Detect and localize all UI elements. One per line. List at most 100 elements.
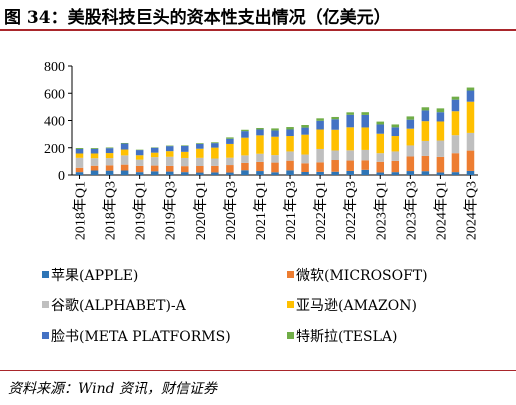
bar-segment-2021Q2-s0 (271, 172, 279, 175)
bar-segment-2024Q1-s4 (436, 112, 445, 122)
bar-segment-2021Q2-s2 (271, 155, 279, 163)
bar-segment-2024Q1-s0 (436, 172, 445, 175)
bar-segment-2018Q4-s3 (120, 149, 129, 156)
bar-segment-2024Q2-s1 (451, 153, 460, 173)
bar-segment-2024Q2-s2 (451, 135, 460, 154)
bar-segment-2020Q4-s2 (241, 155, 249, 163)
x-tick-label: 2018年Q1 (73, 181, 89, 240)
bar-segment-2021Q1-s5 (256, 127, 264, 130)
y-tick-label: 600 (44, 87, 65, 102)
capex-stacked-bar-chart: 0 200 400 600 800 2018年Q1 2018年Q3 2019年Q1 2019年… (42, 60, 479, 345)
bar-segment-2020Q1-s2 (196, 157, 204, 166)
bar-segment-2023Q3-s4 (406, 119, 415, 129)
bar-segment-2019Q3-s5 (165, 145, 174, 147)
bar-segment-2019Q2-s3 (150, 152, 159, 158)
x-tick-label: 2018年Q3 (103, 181, 119, 240)
bar-segment-2023Q4-s2 (421, 140, 430, 156)
bar-segment-2022Q2-s3 (331, 129, 339, 151)
bar-segment-2020Q1-s3 (196, 148, 204, 158)
bar-segment-2020Q2-s2 (211, 158, 219, 166)
bar-segment-2021Q4-s0 (301, 172, 309, 175)
bar-segment-2022Q1-s2 (316, 148, 324, 163)
bar-segment-2021Q4-s4 (301, 127, 309, 135)
bar-segment-2021Q1-s4 (256, 129, 264, 136)
bar-segment-2018Q1-s5 (75, 148, 84, 149)
bar-segment-2020Q3-s5 (226, 137, 234, 139)
bar-segment-2019Q4-s2 (181, 157, 189, 167)
bar-segment-2018Q3-s4 (105, 148, 114, 154)
bar-segment-2021Q4-s5 (301, 125, 309, 128)
legend-swatch (287, 271, 294, 278)
bar-segment-2022Q3-s4 (346, 114, 354, 128)
bar-segment-2024Q3-s0 (466, 170, 475, 175)
bar-segment-2021Q3-s1 (286, 160, 294, 171)
bar-segment-2023Q1-s3 (376, 133, 385, 154)
bar-segment-2018Q1-s1 (75, 167, 84, 173)
x-tick-label: 2019年Q1 (133, 181, 149, 240)
bar-segment-2021Q1-s1 (256, 161, 264, 172)
bar-segment-2020Q4-s1 (241, 162, 249, 171)
legend-label: 亚马逊(AMAZON) (296, 298, 417, 314)
x-tick-label: 2023年Q3 (403, 181, 419, 240)
bar-segment-2022Q4-s5 (361, 112, 369, 115)
bar-segment-2022Q4-s1 (361, 160, 369, 170)
bar-segment-2023Q3-s3 (406, 128, 415, 146)
bar-segment-2022Q2-s0 (331, 171, 339, 175)
legend-label: 微软(MICROSOFT) (296, 268, 428, 284)
bar-segment-2024Q1-s3 (436, 121, 445, 141)
bar-segment-2018Q3-s1 (105, 165, 114, 171)
bar-segment-2018Q4-s1 (120, 164, 129, 171)
y-tick-label: 0 (58, 169, 65, 184)
bar-segment-2020Q3-s0 (226, 172, 234, 175)
chart-bars (75, 87, 475, 175)
bar-segment-2022Q4-s4 (361, 114, 369, 128)
bar-segment-2018Q3-s2 (105, 158, 114, 166)
bar-segment-2023Q1-s0 (376, 172, 385, 175)
bar-segment-2024Q3-s1 (466, 150, 475, 171)
bar-segment-2023Q1-s2 (376, 153, 385, 162)
bar-segment-2023Q3-s5 (406, 116, 415, 120)
x-tick-label: 2022年Q1 (313, 181, 329, 240)
bar-segment-2023Q3-s1 (406, 156, 415, 172)
bar-segment-2023Q2-s5 (391, 124, 400, 128)
bar-segment-2021Q2-s5 (271, 128, 279, 131)
bar-segment-2020Q4-s0 (241, 170, 249, 175)
bar-segment-2023Q2-s4 (391, 127, 400, 137)
bar-segment-2021Q2-s3 (271, 136, 279, 156)
bar-segment-2024Q2-s3 (451, 111, 460, 136)
x-tick-label: 2022年Q3 (343, 181, 359, 240)
bar-segment-2020Q1-s4 (196, 143, 204, 149)
bar-segment-2019Q1-s1 (135, 165, 144, 173)
bar-segment-2019Q4-s1 (181, 166, 189, 173)
bar-segment-2022Q1-s4 (316, 120, 324, 130)
bar-segment-2021Q1-s2 (256, 153, 264, 162)
bar-segment-2022Q3-s2 (346, 150, 354, 161)
bar-segment-2020Q3-s1 (226, 165, 234, 173)
bar-segment-2022Q3-s3 (346, 127, 354, 151)
bar-segment-2018Q4-s2 (120, 155, 129, 165)
x-tick-label: 2024年Q1 (433, 181, 449, 240)
x-tick-label: 2020年Q1 (193, 181, 209, 240)
bar-segment-2020Q2-s5 (211, 142, 219, 144)
bar-segment-2018Q1-s2 (75, 157, 84, 168)
bar-segment-2020Q2-s1 (211, 165, 219, 173)
source-note: 资料来源：Wind 资讯，财信证券 (8, 381, 218, 397)
bar-segment-2020Q2-s0 (211, 172, 219, 175)
bar-segment-2019Q1-s3 (135, 155, 144, 160)
bar-segment-2021Q4-s2 (301, 154, 309, 164)
bar-segment-2019Q2-s0 (150, 171, 159, 175)
x-tick-label: 2019年Q3 (163, 181, 179, 240)
legend-swatch (42, 271, 49, 278)
y-tick-label: 400 (44, 115, 65, 130)
bar-segment-2024Q3-s5 (466, 87, 475, 91)
bar-segment-2021Q2-s4 (271, 130, 279, 137)
legend-label: 脸书(META PLATFORMS) (51, 329, 231, 345)
bar-segment-2023Q2-s2 (391, 151, 400, 161)
bar-segment-2023Q4-s1 (421, 155, 430, 172)
y-tick-label: 800 (44, 60, 65, 75)
bar-segment-2019Q3-s4 (165, 146, 174, 152)
bar-segment-2018Q2-s3 (90, 153, 99, 159)
bar-segment-2024Q3-s4 (466, 90, 475, 102)
bar-segment-2023Q4-s0 (421, 171, 430, 175)
bar-segment-2018Q4-s0 (120, 170, 129, 175)
